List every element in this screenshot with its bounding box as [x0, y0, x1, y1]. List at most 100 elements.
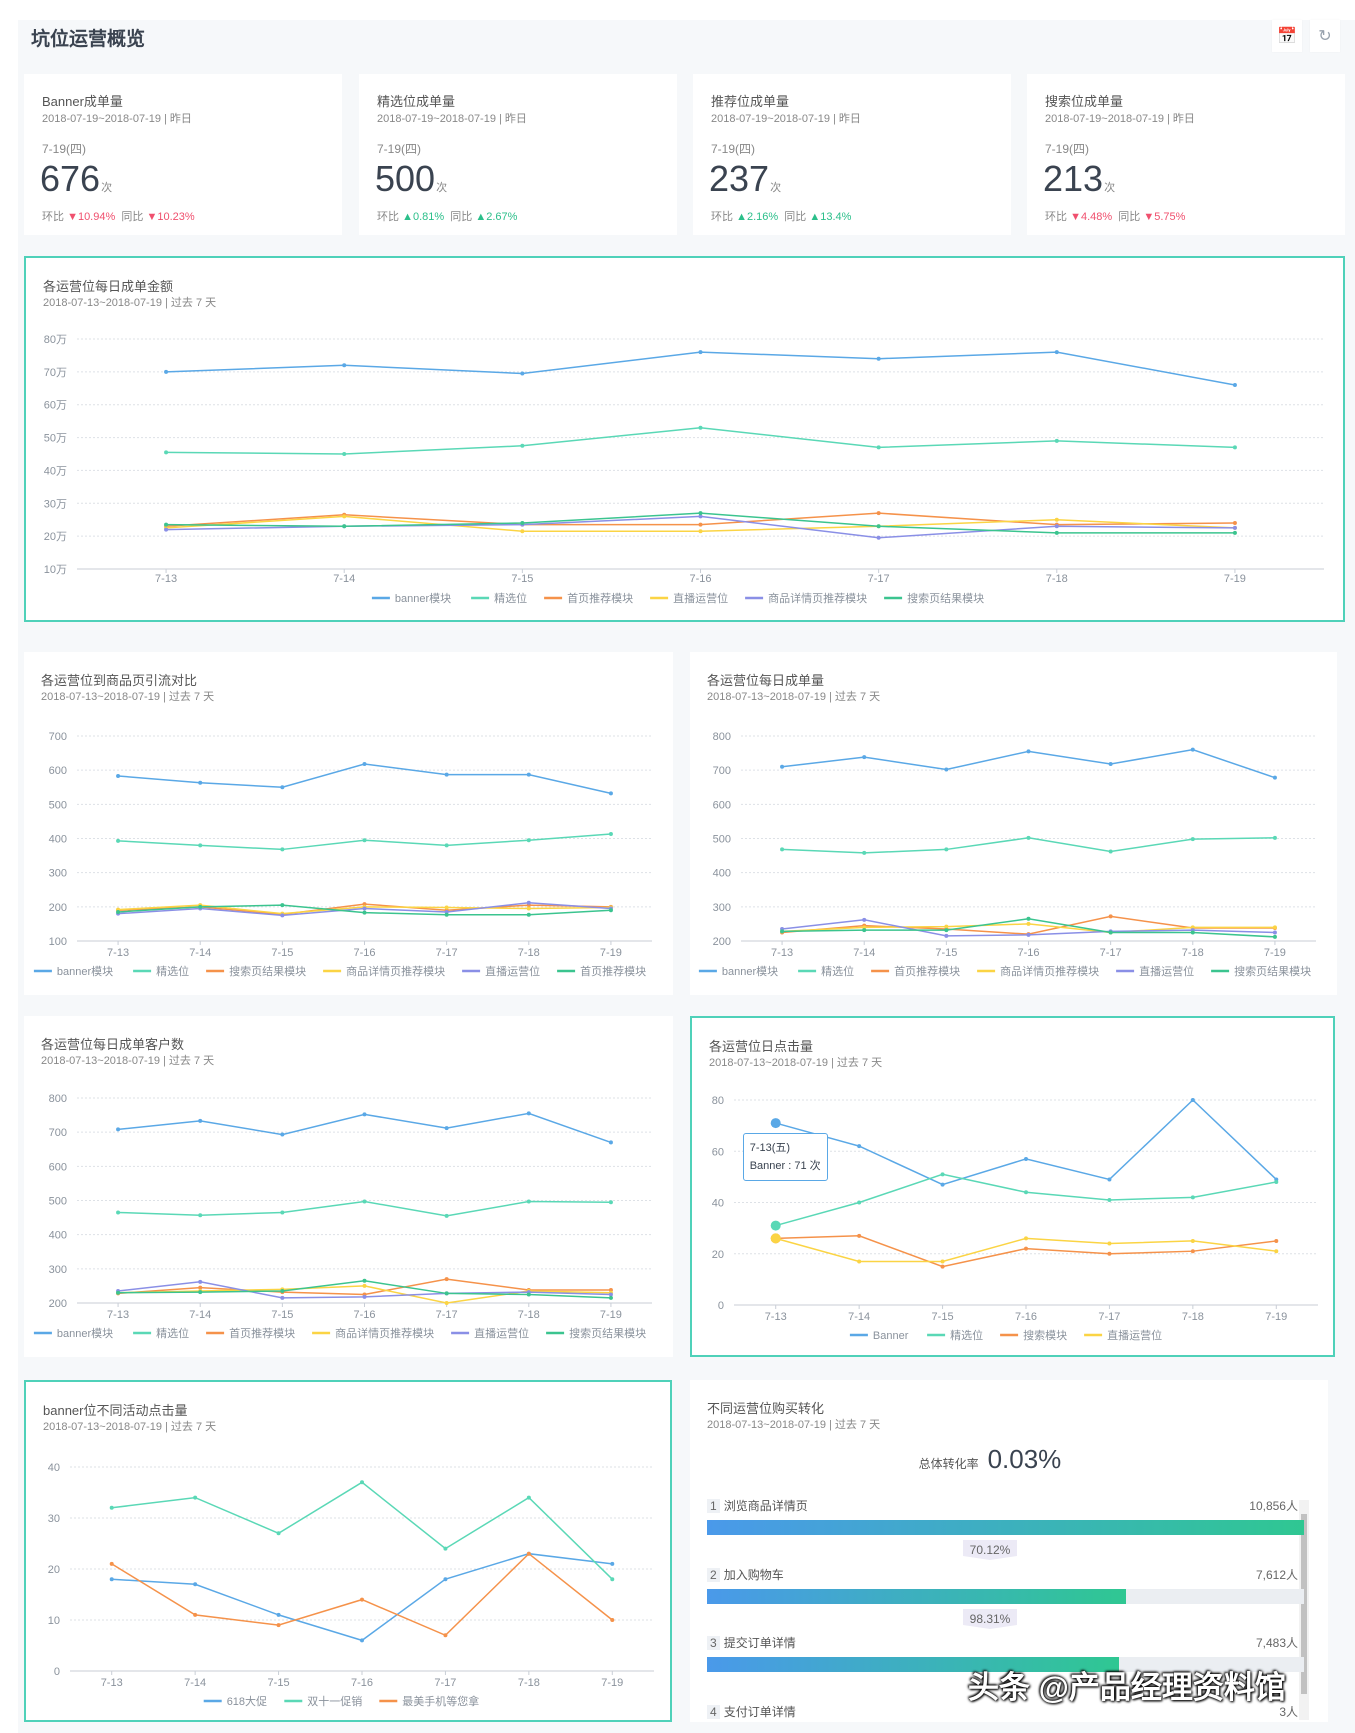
data-point[interactable] — [276, 1623, 281, 1628]
data-point[interactable] — [444, 1291, 449, 1296]
data-point[interactable] — [362, 910, 367, 915]
data-point[interactable] — [1190, 747, 1195, 752]
legend-item[interactable]: 搜索页结果模块 — [1211, 964, 1311, 978]
data-point[interactable] — [940, 1264, 945, 1269]
legend-item[interactable]: 精选位 — [133, 1326, 189, 1340]
data-point[interactable] — [1054, 530, 1059, 535]
data-point[interactable] — [1232, 521, 1237, 525]
data-point[interactable] — [1190, 1195, 1195, 1200]
data-point[interactable] — [610, 1577, 615, 1582]
data-point[interactable] — [608, 1295, 613, 1300]
data-point[interactable] — [1026, 916, 1031, 921]
data-point[interactable] — [944, 928, 949, 933]
data-point[interactable] — [198, 1213, 203, 1218]
data-point[interactable] — [116, 773, 121, 778]
legend-item[interactable]: 首页推荐模块 — [544, 591, 633, 605]
data-point[interactable] — [444, 1277, 449, 1282]
data-point[interactable] — [109, 1577, 114, 1582]
chart-panel[interactable]: 各运营位到商品页引流对比 2018-07-13~2018-07-19 | 过去 7… — [24, 652, 673, 995]
data-point[interactable] — [109, 1505, 114, 1510]
data-point[interactable] — [444, 772, 449, 777]
data-point[interactable] — [164, 450, 169, 455]
legend-item[interactable]: 商品详情页推荐模块 — [745, 591, 867, 605]
data-point[interactable] — [698, 522, 703, 527]
data-point[interactable] — [1026, 932, 1031, 937]
data-point[interactable] — [164, 369, 169, 374]
data-point[interactable] — [342, 452, 347, 456]
data-point[interactable] — [362, 1283, 367, 1288]
legend-item[interactable]: 搜索模块 — [1000, 1328, 1067, 1342]
data-point[interactable] — [1274, 1249, 1279, 1254]
legend-item[interactable]: banner模块 — [33, 965, 113, 978]
data-point[interactable] — [444, 909, 449, 914]
legend-item[interactable]: 精选位 — [133, 964, 189, 978]
data-point[interactable] — [342, 514, 347, 519]
data-point[interactable] — [857, 1200, 862, 1205]
data-point[interactable] — [610, 1618, 615, 1622]
legend-item[interactable]: 精选位 — [471, 591, 527, 605]
legend-item[interactable]: 双十一促销 — [284, 1694, 362, 1708]
data-point[interactable] — [780, 764, 785, 769]
data-point[interactable] — [862, 755, 867, 760]
data-point[interactable] — [876, 535, 881, 540]
data-point[interactable] — [1054, 350, 1059, 355]
data-point[interactable] — [360, 1638, 364, 1643]
refresh-button[interactable]: ↻ — [1310, 20, 1340, 52]
data-point[interactable] — [116, 838, 121, 843]
data-point[interactable] — [698, 350, 703, 355]
legend-item[interactable]: 首页推荐模块 — [871, 964, 960, 978]
data-point[interactable] — [444, 1213, 449, 1218]
data-point[interactable] — [520, 521, 525, 525]
data-point[interactable] — [526, 1199, 531, 1204]
data-point[interactable] — [698, 529, 703, 534]
data-point[interactable] — [444, 912, 449, 917]
legend-item[interactable]: banner模块 — [33, 1327, 113, 1340]
data-point[interactable] — [444, 905, 449, 910]
data-point[interactable] — [698, 511, 703, 516]
data-point[interactable] — [342, 524, 347, 529]
data-point[interactable] — [198, 1285, 203, 1290]
legend-item[interactable]: 商品详情页推荐模块 — [323, 964, 445, 978]
data-point[interactable] — [1026, 921, 1031, 926]
data-point[interactable] — [444, 1126, 449, 1131]
data-point[interactable] — [698, 514, 703, 519]
data-point[interactable] — [1190, 930, 1195, 935]
data-point[interactable] — [1108, 762, 1113, 767]
data-point[interactable] — [1190, 925, 1195, 930]
legend-item[interactable]: 直播运营位 — [1084, 1328, 1162, 1342]
legend-item[interactable]: 直播运营位 — [462, 964, 540, 978]
data-point[interactable] — [1274, 1180, 1279, 1184]
data-point[interactable] — [280, 1295, 285, 1300]
data-point[interactable] — [1107, 1251, 1112, 1256]
legend-item[interactable]: 商品详情页推荐模块 — [977, 964, 1099, 978]
data-point[interactable] — [109, 1561, 114, 1566]
data-point[interactable] — [362, 762, 367, 767]
legend-item[interactable]: banner模块 — [371, 592, 451, 605]
data-point[interactable] — [526, 900, 531, 905]
data-point[interactable] — [526, 772, 531, 777]
data-point[interactable] — [198, 1118, 203, 1123]
data-point[interactable] — [342, 363, 347, 368]
data-point[interactable] — [608, 791, 613, 796]
data-point[interactable] — [1108, 914, 1113, 919]
data-point[interactable] — [1190, 1098, 1195, 1102]
data-point[interactable] — [698, 425, 703, 430]
data-point[interactable] — [876, 511, 881, 516]
data-point[interactable] — [1108, 930, 1113, 935]
data-point[interactable] — [193, 1495, 198, 1500]
data-point[interactable] — [944, 767, 949, 772]
data-point[interactable] — [526, 1551, 531, 1556]
data-point[interactable] — [1024, 1236, 1028, 1241]
calendar-button[interactable]: 📅 — [1272, 20, 1302, 52]
data-point[interactable] — [443, 1633, 448, 1638]
legend-item[interactable]: 618大促 — [203, 1694, 267, 1708]
data-point[interactable] — [862, 925, 867, 930]
data-point[interactable] — [1107, 1241, 1112, 1246]
chart-panel[interactable]: 各运营位每日成单客户数 2018-07-13~2018-07-19 | 过去 7 … — [24, 1016, 673, 1357]
data-point[interactable] — [610, 1561, 615, 1566]
data-point[interactable] — [1107, 1177, 1112, 1182]
data-point[interactable] — [1107, 1197, 1112, 1202]
data-point[interactable] — [1108, 849, 1113, 854]
data-point[interactable] — [1232, 383, 1237, 387]
data-point[interactable] — [944, 847, 949, 852]
